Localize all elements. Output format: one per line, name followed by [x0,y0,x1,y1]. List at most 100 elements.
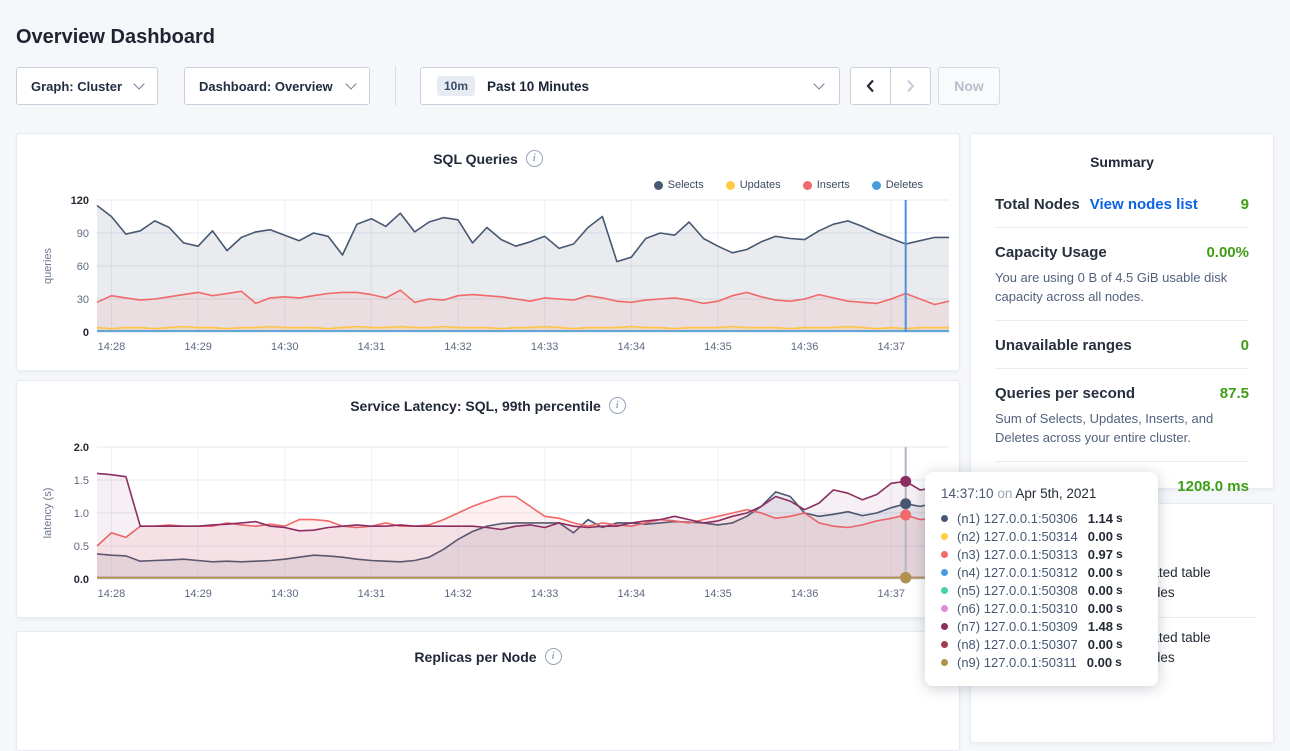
tooltip-node-label: (n3) 127.0.0.1:50313 [957,547,1078,562]
tooltip-node-value: 1.48 [1088,619,1113,634]
y-axis-label: latency (s) [42,488,54,539]
y-tick-label: 0.0 [74,574,89,586]
summary-value: 1208.0 ms [1177,478,1249,495]
x-tick-label: 14:28 [98,588,126,600]
hover-point-dot [900,572,911,583]
tooltip-node-row: (n9) 127.0.0.1:503110.00s [941,653,1144,671]
chart-hover-tooltip: 14:37:10 on Apr 5th, 2021 (n1) 127.0.0.1… [925,472,1158,686]
summary-row-total-nodes: Total Nodes View nodes list 9 [995,180,1249,228]
y-tick-label: 30 [77,294,89,306]
x-tick-label: 14:33 [531,588,559,600]
tooltip-node-unit: s [1116,637,1123,651]
x-tick-label: 14:36 [791,341,819,353]
summary-label: Total Nodes [995,196,1080,213]
node-color-dot-icon [941,587,948,594]
tooltip-node-unit: s [1116,601,1123,615]
node-color-dot-icon [941,551,948,558]
node-color-dot-icon [941,533,948,540]
summary-description: Sum of Selects, Updates, Inserts, and De… [995,409,1249,447]
y-tick-label: 1.0 [74,508,89,520]
tooltip-node-unit: s [1115,655,1122,669]
tooltip-node-row: (n8) 127.0.0.1:50307 0.00s [941,635,1144,653]
info-icon[interactable]: i [545,648,562,665]
summary-value: 9 [1241,196,1249,213]
page-title: Overview Dashboard [16,26,215,49]
graph-dropdown[interactable]: Graph: Cluster [16,67,158,105]
x-tick-label: 14:28 [98,341,126,353]
y-tick-label: 60 [77,261,89,273]
summary-row-head: Total Nodes View nodes list 9 [995,196,1249,213]
replicas-per-node-title: Replicas per Node [414,649,536,665]
tooltip-node-row: (n7) 127.0.0.1:50309 1.48s [941,617,1144,635]
tooltip-node-unit: s [1116,547,1123,561]
x-tick-label: 14:31 [358,341,386,353]
sql-queries-card: SQL Queries i SelectsUpdatesInsertsDelet… [16,133,960,371]
x-tick-label: 14:35 [704,588,732,600]
summary-value: 0 [1241,337,1249,354]
summary-row-head: Capacity Usage0.00% [995,244,1249,261]
tooltip-node-value: 0.00 [1088,565,1113,580]
dashboard-dropdown[interactable]: Dashboard: Overview [184,67,370,105]
service-latency-chart[interactable]: 14:2814:2914:3014:3114:3214:3314:3414:35… [17,437,961,607]
legend-dot-icon [872,181,881,190]
tooltip-node-value: 0.00 [1088,583,1113,598]
x-tick-label: 14:30 [271,588,299,600]
graph-dropdown-label: Graph: Cluster [31,79,122,94]
summary-row-queries-per-second: Queries per second87.5 Sum of Selects, Up… [995,369,1249,462]
x-tick-label: 14:37 [877,341,905,353]
chevron-down-icon [345,78,356,89]
tooltip-node-row: (n1) 127.0.0.1:503061.14s [941,509,1144,527]
sql-queries-chart[interactable]: 14:2814:2914:3014:3114:3214:3314:3414:35… [17,190,961,360]
summary-row-unavailable-ranges: Unavailable ranges 0 [995,321,1249,369]
tooltip-node-label: (n7) 127.0.0.1:50309 [957,619,1078,634]
time-range-picker[interactable]: 10m Past 10 Minutes [420,67,840,105]
legend-dot-icon [803,181,812,190]
now-button[interactable]: Now [938,67,1000,105]
tooltip-node-row: (n5) 127.0.0.1:503080.00s [941,581,1144,599]
tooltip-node-unit: s [1116,529,1123,543]
legend-dot-icon [654,181,663,190]
tooltip-node-row: (n6) 127.0.0.1:503100.00s [941,599,1144,617]
view-nodes-list-link[interactable]: View nodes list [1090,196,1198,213]
tooltip-node-row: (n3) 127.0.0.1:50313 0.97s [941,545,1144,563]
sql-queries-title: SQL Queries [433,151,518,167]
time-forward-button[interactable] [890,67,931,105]
time-range-label: Past 10 Minutes [487,79,589,94]
tooltip-node-label: (n2) 127.0.0.1:50314 [957,529,1078,544]
tooltip-node-unit: s [1116,565,1123,579]
tooltip-node-label: (n1) 127.0.0.1:50306 [957,511,1078,526]
x-tick-label: 14:32 [444,341,472,353]
y-tick-label: 0.5 [74,541,89,553]
tooltip-node-label: (n9) 127.0.0.1:50311 [957,655,1077,670]
x-tick-label: 14:35 [704,341,732,353]
time-back-button[interactable] [850,67,891,105]
summary-row-head: Queries per second87.5 [995,385,1249,402]
info-icon[interactable]: i [609,397,626,414]
node-color-dot-icon [941,659,948,666]
y-tick-label: 90 [77,228,89,240]
chevron-down-icon [133,78,144,89]
y-tick-label: 2.0 [74,442,89,454]
x-tick-label: 14:32 [444,588,472,600]
summary-title: Summary [971,134,1273,170]
tooltip-node-unit: s [1116,619,1123,633]
dashboard-dropdown-label: Dashboard: Overview [199,79,333,94]
x-tick-label: 14:34 [618,341,646,353]
node-color-dot-icon [941,641,948,648]
tooltip-node-value: 0.00 [1088,529,1113,544]
tooltip-node-value: 0.00 [1088,637,1113,652]
chevron-right-icon [906,79,915,93]
tooltip-node-value: 0.97 [1088,547,1113,562]
time-range-badge: 10m [437,76,475,96]
node-color-dot-icon [941,605,948,612]
tooltip-node-label: (n8) 127.0.0.1:50307 [957,637,1078,652]
x-tick-label: 14:30 [271,341,299,353]
hover-point-dot [900,498,911,509]
node-color-dot-icon [941,515,948,522]
summary-row-head: Unavailable ranges 0 [995,337,1249,354]
x-tick-label: 14:29 [184,341,212,353]
summary-label: Unavailable ranges [995,337,1132,354]
summary-label: Capacity Usage [995,244,1107,261]
info-icon[interactable]: i [526,150,543,167]
x-tick-label: 14:37 [877,588,905,600]
